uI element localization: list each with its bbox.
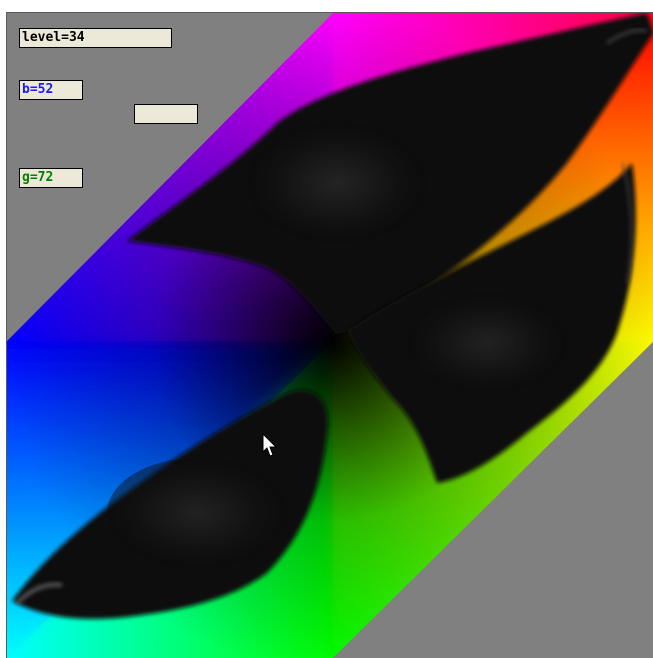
g-readout-text: g=72	[22, 170, 54, 185]
scatter-lobes	[12, 13, 653, 619]
level-readout: level=34	[19, 28, 172, 48]
b-readout-text: b=52	[22, 82, 54, 97]
color-plot-svg[interactable]	[7, 13, 653, 658]
arrow-cursor-icon	[262, 433, 278, 457]
color-plot-canvas[interactable]	[6, 12, 653, 658]
empty-readout	[134, 104, 198, 124]
level-readout-text: level=34	[22, 30, 85, 45]
b-readout: b=52	[19, 80, 83, 100]
hue-hexagon	[7, 13, 653, 658]
g-readout: g=72	[19, 168, 83, 188]
